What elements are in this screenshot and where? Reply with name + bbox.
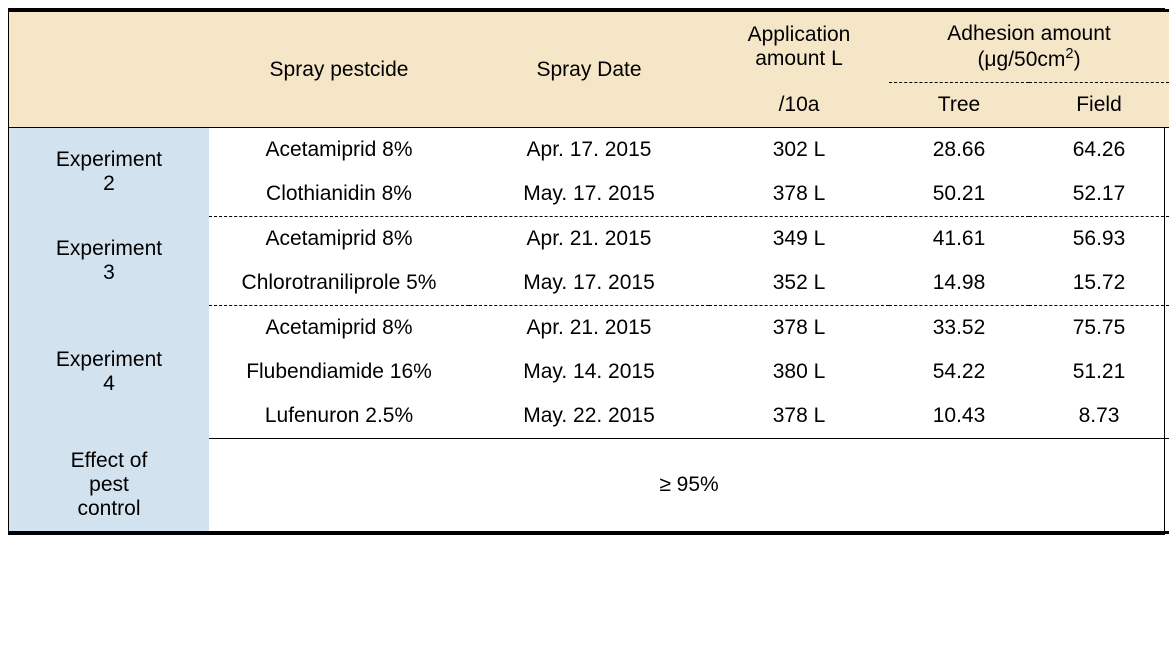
experiment-label-line2: 3 bbox=[103, 261, 115, 284]
header-adhesion-unit-prefix: (μg/50cm bbox=[977, 48, 1065, 71]
cell-field: 8.73 bbox=[1029, 394, 1169, 439]
cell-pesticide: Acetamiprid 8% bbox=[209, 217, 469, 262]
header-adhesion-amount-l1: Adhesion amount bbox=[947, 22, 1110, 45]
footer-label-l2: pest bbox=[89, 473, 129, 496]
cell-amount: 378 L bbox=[709, 172, 889, 217]
cell-date: Apr. 21. 2015 bbox=[469, 217, 709, 262]
cell-date: Apr. 21. 2015 bbox=[469, 306, 709, 351]
cell-field: 15.72 bbox=[1029, 261, 1169, 306]
experiment-label: Experiment2 bbox=[9, 128, 209, 217]
cell-field: 75.75 bbox=[1029, 306, 1169, 351]
cell-amount: 378 L bbox=[709, 306, 889, 351]
header-adhesion-unit-sup: 2 bbox=[1065, 46, 1073, 62]
experiment-table: Spray pestcide Spray Date Application am… bbox=[9, 9, 1169, 534]
table-body: Experiment2Acetamiprid 8%Apr. 17. 201530… bbox=[9, 128, 1169, 533]
header-application-amount-bottom: /10a bbox=[709, 83, 889, 128]
cell-tree: 10.43 bbox=[889, 394, 1029, 439]
header-tree: Tree bbox=[889, 83, 1029, 128]
header-application-amount-top: Application amount L bbox=[709, 11, 889, 83]
cell-tree: 41.61 bbox=[889, 217, 1029, 262]
cell-amount: 380 L bbox=[709, 350, 889, 394]
footer-label: Effect ofpestcontrol bbox=[9, 439, 209, 533]
header-application-amount-l1: Application bbox=[748, 23, 851, 46]
header-adhesion-amount: Adhesion amount (μg/50cm2) bbox=[889, 11, 1169, 83]
cell-amount: 349 L bbox=[709, 217, 889, 262]
cell-pesticide: Clothianidin 8% bbox=[209, 172, 469, 217]
experiment-table-container: Spray pestcide Spray Date Application am… bbox=[8, 8, 1165, 535]
cell-pesticide: Flubendiamide 16% bbox=[209, 350, 469, 394]
cell-field: 64.26 bbox=[1029, 128, 1169, 173]
cell-pesticide: Acetamiprid 8% bbox=[209, 306, 469, 351]
footer-value: ≥ 95% bbox=[209, 439, 1169, 533]
footer-label-l1: Effect of bbox=[71, 449, 148, 472]
header-spray-date: Spray Date bbox=[469, 11, 709, 128]
cell-field: 52.17 bbox=[1029, 172, 1169, 217]
footer-label-l3: control bbox=[77, 497, 140, 520]
header-spray-pesticide: Spray pestcide bbox=[209, 11, 469, 128]
header-adhesion-unit-suffix: ) bbox=[1074, 48, 1081, 71]
experiment-label-line1: Experiment bbox=[56, 348, 162, 371]
header-field: Field bbox=[1029, 83, 1169, 128]
cell-tree: 14.98 bbox=[889, 261, 1029, 306]
cell-field: 56.93 bbox=[1029, 217, 1169, 262]
header-application-amount-l2: amount L bbox=[755, 47, 843, 70]
cell-tree: 54.22 bbox=[889, 350, 1029, 394]
experiment-label-line1: Experiment bbox=[56, 237, 162, 260]
cell-pesticide: Chlorotraniliprole 5% bbox=[209, 261, 469, 306]
cell-date: May. 22. 2015 bbox=[469, 394, 709, 439]
cell-date: May. 17. 2015 bbox=[469, 172, 709, 217]
cell-amount: 352 L bbox=[709, 261, 889, 306]
cell-field: 51.21 bbox=[1029, 350, 1169, 394]
experiment-label: Experiment4 bbox=[9, 306, 209, 439]
cell-tree: 50.21 bbox=[889, 172, 1029, 217]
cell-date: Apr. 17. 2015 bbox=[469, 128, 709, 173]
cell-amount: 302 L bbox=[709, 128, 889, 173]
cell-tree: 33.52 bbox=[889, 306, 1029, 351]
header-blank bbox=[9, 11, 209, 128]
experiment-label-line2: 2 bbox=[103, 172, 115, 195]
cell-pesticide: Acetamiprid 8% bbox=[209, 128, 469, 173]
experiment-label-line1: Experiment bbox=[56, 148, 162, 171]
cell-date: May. 17. 2015 bbox=[469, 261, 709, 306]
header-adhesion-amount-l2: (μg/50cm2) bbox=[977, 48, 1080, 71]
cell-date: May. 14. 2015 bbox=[469, 350, 709, 394]
experiment-label: Experiment3 bbox=[9, 217, 209, 306]
cell-tree: 28.66 bbox=[889, 128, 1029, 173]
cell-pesticide: Lufenuron 2.5% bbox=[209, 394, 469, 439]
experiment-label-line2: 4 bbox=[103, 372, 115, 395]
cell-amount: 378 L bbox=[709, 394, 889, 439]
